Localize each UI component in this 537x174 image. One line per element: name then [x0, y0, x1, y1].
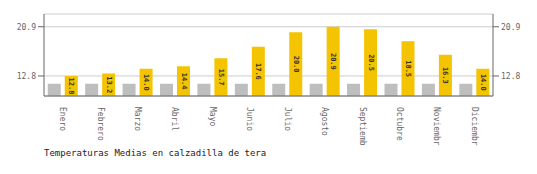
svg-text:Junio: Junio	[245, 107, 254, 131]
svg-text:14.4: 14.4	[179, 73, 187, 90]
svg-text:Septiembre: Septiembre	[358, 107, 367, 146]
svg-text:18.5: 18.5	[404, 60, 412, 77]
svg-text:Enero: Enero	[58, 107, 67, 131]
svg-text:17.6: 17.6	[254, 63, 262, 80]
svg-text:Noviembre: Noviembre	[432, 107, 441, 146]
svg-text:20.0: 20.0	[292, 56, 300, 73]
svg-text:16.3: 16.3	[441, 67, 449, 84]
svg-text:13.2: 13.2	[105, 76, 113, 93]
svg-text:Febrero: Febrero	[96, 107, 105, 141]
svg-text:20.9: 20.9	[329, 53, 337, 70]
svg-text:15.7: 15.7	[217, 69, 225, 86]
svg-text:20.9: 20.9	[17, 23, 36, 32]
svg-text:14.0: 14.0	[479, 74, 487, 91]
svg-text:20.9: 20.9	[501, 23, 520, 32]
svg-text:14.0: 14.0	[142, 74, 150, 91]
svg-text:Diciembre: Diciembre	[470, 107, 479, 146]
svg-text:Octubre: Octubre	[395, 107, 404, 141]
svg-text:12.8: 12.8	[17, 72, 36, 81]
svg-text:12.8: 12.8	[501, 72, 520, 81]
svg-text:12.8: 12.8	[67, 78, 75, 95]
html-text:Temperaturas Medias en calzadi: Temperaturas Medias en calzadilla de ter…	[44, 148, 267, 158]
svg-text:Mayo: Mayo	[208, 107, 217, 126]
svg-text:20.5: 20.5	[367, 54, 375, 71]
svg-text:Marzo: Marzo	[133, 107, 142, 131]
svg-text:Agosto: Agosto	[320, 107, 329, 136]
svg-text:Abril: Abril	[170, 107, 179, 131]
svg-text:Julio: Julio	[283, 107, 292, 131]
